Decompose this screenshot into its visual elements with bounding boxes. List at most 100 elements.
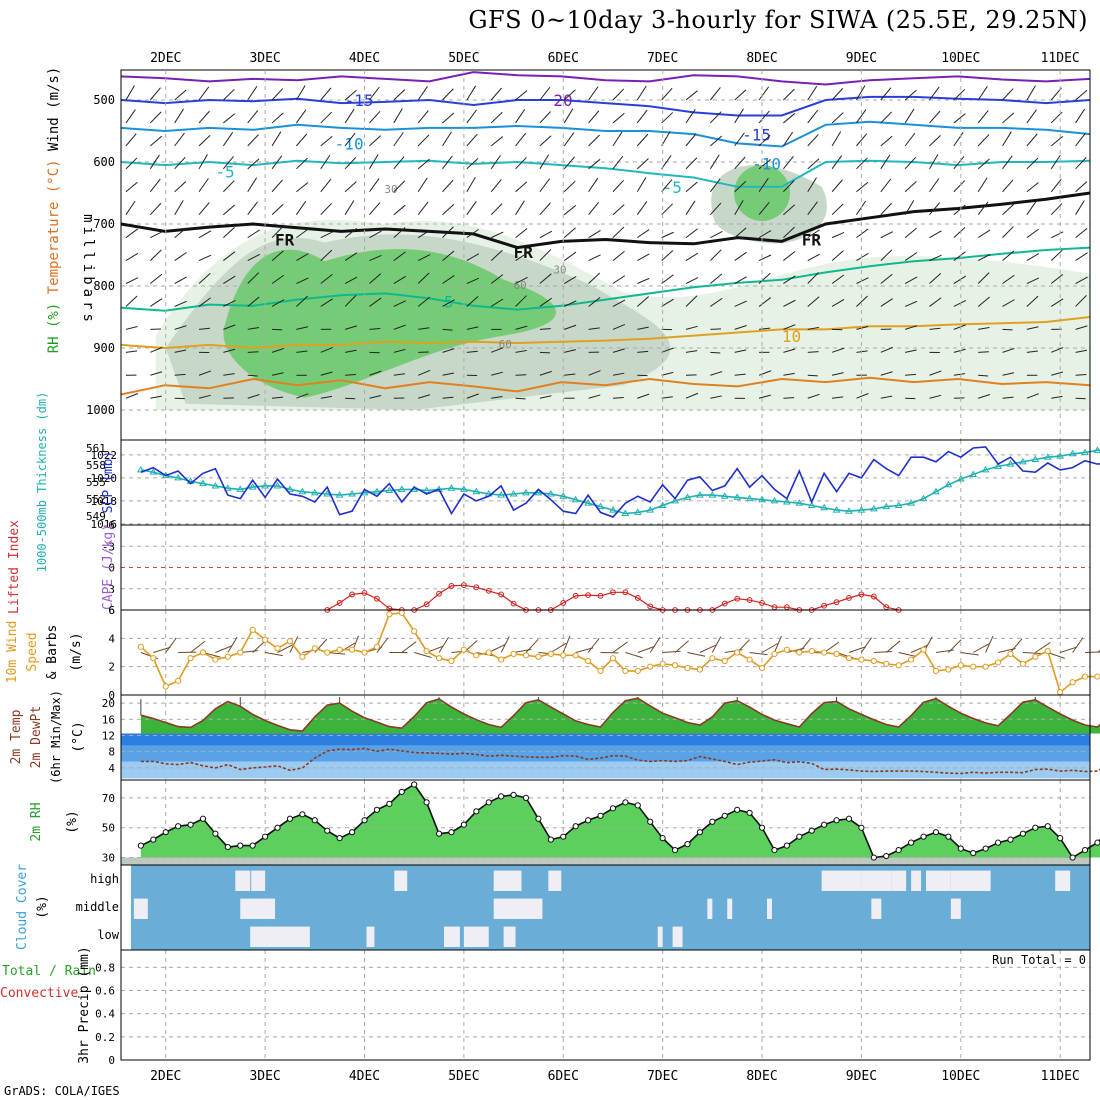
wind-speed-line-point	[585, 657, 592, 665]
wind-barb	[369, 230, 382, 239]
wind-barb	[1050, 203, 1063, 216]
thickness-line-point	[708, 491, 717, 498]
wind-barb	[977, 229, 991, 239]
wind-barb	[929, 327, 941, 330]
thickness-line-point	[795, 499, 804, 506]
isotherm--15	[120, 95, 1091, 117]
wind-barb	[369, 86, 380, 101]
wind-barb	[198, 370, 212, 376]
rh-line-point	[175, 823, 182, 830]
wind-barb	[393, 373, 406, 376]
wind-barb	[490, 274, 504, 284]
surface-wind-barb	[153, 646, 171, 653]
wind-barb	[539, 395, 552, 399]
wind-speed-line-point	[1032, 653, 1039, 660]
wind-barb	[685, 277, 699, 284]
wind-barb	[198, 86, 210, 101]
wind-barb	[929, 394, 942, 399]
credit-text: GrADS: COLA/IGES	[4, 1084, 120, 1098]
wind-barb	[612, 88, 625, 101]
thickness-line-point	[472, 487, 481, 495]
contour-label: -5	[215, 163, 234, 182]
wind-barb	[880, 249, 893, 261]
thickness-line-point	[335, 491, 344, 498]
wind-barb	[612, 323, 626, 330]
thickness-line-point	[907, 499, 915, 506]
rh-line-point	[858, 824, 865, 831]
wind-barb	[734, 276, 747, 284]
wind-speed-line-point	[299, 653, 306, 660]
wind-barb	[807, 158, 820, 170]
wind-barb	[904, 276, 918, 284]
wind-barb	[247, 296, 260, 307]
wind-barb	[150, 346, 163, 353]
wind-barb	[1002, 179, 1014, 193]
wind-speed-line-point	[970, 663, 977, 670]
surface-wind-barb	[687, 652, 706, 657]
wind-barb	[296, 133, 308, 147]
wind-barb	[831, 112, 844, 124]
surface-wind-barb	[761, 643, 778, 653]
surface-wind-barb	[575, 647, 594, 653]
xtick-bottom: 5DEC	[448, 1069, 479, 1084]
wind-barb	[612, 299, 626, 307]
surface-wind-barb	[662, 650, 681, 653]
wind-speed-line-point	[522, 652, 530, 659]
thickness-line-point	[199, 479, 207, 487]
surface-wind-barb	[190, 641, 206, 653]
wind-barb	[442, 226, 454, 238]
wind-barb	[247, 177, 258, 193]
cloud-clear-segment	[950, 898, 961, 919]
wind-barb	[393, 108, 403, 124]
wind-barb	[491, 347, 504, 353]
wind-barb	[198, 154, 208, 170]
thickness-line-point	[956, 475, 965, 482]
thickness-line-point	[298, 487, 307, 495]
wind-barb	[783, 275, 796, 284]
wind-barb	[929, 154, 939, 170]
wind-barb	[320, 87, 332, 101]
wind-barb	[223, 204, 236, 216]
rh-line-point	[361, 817, 368, 824]
wind-barb	[661, 231, 674, 239]
slp-ytick: 1018	[91, 495, 118, 508]
wind-speed-line-point	[199, 649, 207, 656]
cloud-clear-segment	[548, 870, 562, 891]
surface-wind-barb	[1010, 638, 1023, 653]
xtick-top: 5DEC	[448, 51, 479, 66]
wind-barb	[856, 181, 869, 193]
wind-barb	[174, 181, 187, 193]
rh-line-point	[1007, 836, 1014, 843]
wind-barb	[149, 87, 161, 101]
rh-line-point	[423, 799, 430, 806]
rh-line-point	[671, 846, 679, 854]
wind-barb	[709, 154, 720, 170]
wind-barb	[612, 250, 625, 261]
rh-base	[121, 857, 1090, 865]
thickness-ytick: 561	[86, 442, 106, 455]
thickness-line-point	[658, 501, 667, 508]
thickness-line-point	[609, 506, 617, 513]
rh-line-point	[758, 824, 766, 831]
precip-side-label-conv: Convective	[0, 986, 78, 1001]
wind-barb	[296, 277, 309, 284]
wind-barb	[807, 393, 820, 399]
wind-barb	[661, 347, 674, 353]
wind-barb	[612, 112, 625, 124]
wind-barb	[1026, 393, 1039, 399]
wind-barb	[807, 229, 820, 239]
wind-speed-line-point	[324, 649, 331, 656]
xtick-bottom: 8DEC	[746, 1069, 777, 1084]
surface-wind-barb	[773, 635, 782, 653]
wind-barb	[296, 200, 307, 215]
thickness-line-point	[459, 485, 468, 492]
surface-wind-barb	[414, 652, 432, 658]
wind-barb	[344, 132, 356, 147]
wind-barb	[491, 371, 503, 376]
thickness-line-point	[1031, 455, 1040, 463]
wind-barb	[418, 394, 431, 399]
thickness-line-point	[845, 507, 853, 514]
rh-line-point	[1081, 846, 1089, 854]
contour-label: 5	[444, 293, 454, 312]
wind-barb	[685, 200, 696, 215]
